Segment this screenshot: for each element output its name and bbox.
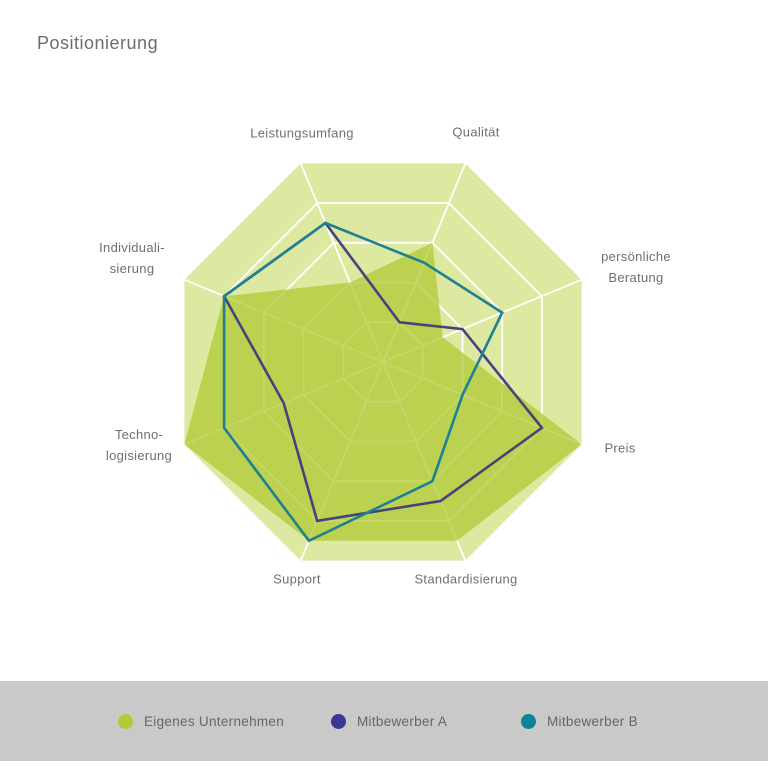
axis-label-technologisierung: Techno- logisierung <box>105 427 173 463</box>
axis-label-leistungsumfang: Leistungsumfang <box>250 125 354 141</box>
legend-item-mitbewerber-b: Mitbewerber B <box>521 681 638 761</box>
axis-label-individualisierung: Individuali- sierung <box>99 240 165 276</box>
legend-label: Eigenes Unternehmen <box>144 713 285 729</box>
axis-label-standardisierung: Standardisierung <box>414 571 518 587</box>
legend-dot-eigenes-unternehmen <box>118 713 133 729</box>
page-title: Positionierung <box>37 33 159 53</box>
legend-bar: Eigenes Unternehmen Mitbewerber A Mitbew… <box>0 681 768 761</box>
series-mitbewerber-b-line <box>222 221 504 543</box>
axis-label-persoenliche-beratung: persönliche Beratung <box>601 249 671 285</box>
legend-item-mitbewerber-a: Mitbewerber A <box>331 681 447 761</box>
legend-dot-mitbewerber-a <box>331 713 346 729</box>
axis-label-support: Support <box>273 571 321 587</box>
radar-chart <box>184 163 582 561</box>
legend-item-eigenes-unternehmen: Eigenes Unternehmen <box>118 681 284 761</box>
legend-label: Mitbewerber A <box>357 713 448 729</box>
series-mitbewerber-a-line <box>222 221 544 523</box>
axis-label-preis: Preis <box>604 440 636 456</box>
axis-label-qualitaet: Qualität <box>452 124 500 140</box>
series-eigenes-unternehmen-area <box>184 242 582 541</box>
legend-label: Mitbewerber B <box>547 713 638 729</box>
legend-dot-mitbewerber-b <box>521 713 536 729</box>
